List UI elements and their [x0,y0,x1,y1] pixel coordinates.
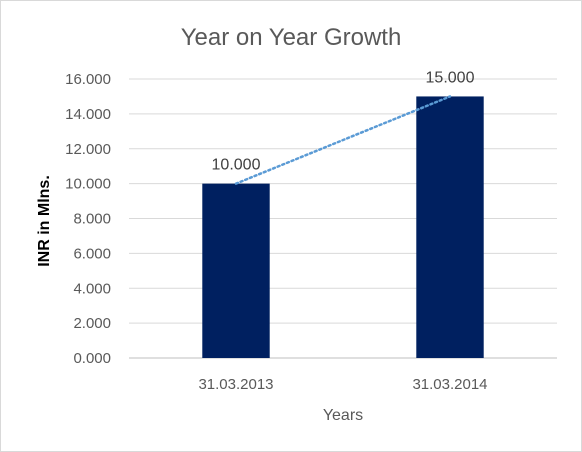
data-label: 15.000 [426,69,475,86]
x-axis-title: Years [323,407,363,424]
trendline [234,95,452,185]
bar [202,183,270,358]
x-tick-label: 31.03.2013 [198,376,273,393]
data-label: 10.000 [212,157,261,174]
y-tick-label: 12.000 [65,141,111,158]
gridlines [129,78,557,359]
y-axis-title: INR in Mlns. [36,175,53,267]
y-axis-ticks: 0.000 2.000 4.000 6.000 8.000 10.000 12.000 14.… [65,71,111,367]
data-labels: 10.000 15.000 [212,69,475,173]
y-tick-label: 2.000 [73,315,111,332]
x-tick-label: 31.03.2014 [412,376,487,393]
y-tick-label: 6.000 [73,245,111,262]
y-tick-label: 8.000 [73,211,111,228]
y-tick-label: 4.000 [73,280,111,297]
y-tick-label: 14.000 [65,106,111,123]
y-tick-label: 10.000 [65,176,111,193]
trendline-line [234,95,452,185]
bar [416,96,484,358]
bars [202,96,484,358]
chart-title: Year on Year Growth [181,24,402,51]
y-tick-label: 0.000 [73,350,111,367]
x-axis-ticks: 31.03.2013 31.03.2014 [198,376,487,393]
y-tick-label: 16.000 [65,71,111,88]
